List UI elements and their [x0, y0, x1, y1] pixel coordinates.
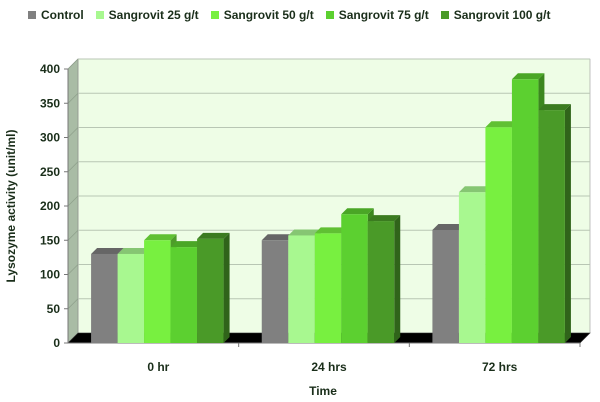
legend-item: Sangrovit 100 g/t — [440, 8, 551, 22]
gridline-side — [67, 58, 79, 70]
gridline-side — [67, 229, 79, 241]
y-tick-label: 300 — [40, 131, 60, 145]
gridline-side — [67, 195, 79, 207]
legend-item: Sangrovit 75 g/t — [325, 8, 429, 22]
legend-label: Sangrovit 75 g/t — [338, 8, 429, 22]
gridline-side — [67, 92, 79, 104]
y-tick-label: 100 — [40, 268, 60, 282]
legend-label: Sangrovit 50 g/t — [223, 8, 314, 22]
legend-swatch — [28, 11, 36, 19]
legend-swatch — [210, 11, 219, 19]
legend-swatch — [95, 11, 104, 19]
x-axis-title: Time — [309, 384, 337, 398]
y-tick-label: 0 — [53, 336, 60, 350]
gridline-side — [67, 264, 79, 275]
gridline-side — [67, 161, 79, 173]
x-category-label: 0 hr — [147, 360, 169, 374]
bar — [367, 215, 401, 343]
y-tick-label: 350 — [40, 96, 60, 110]
legend-label: Sangrovit 100 g/t — [453, 8, 551, 22]
y-tick-label: 50 — [47, 302, 61, 316]
gridline-side — [67, 127, 79, 138]
x-category-label: 72 hrs — [482, 360, 518, 374]
legend-label: Sangrovit 25 g/t — [108, 8, 199, 22]
bar — [314, 227, 348, 343]
bar — [538, 104, 571, 343]
y-tick-label: 400 — [40, 62, 60, 76]
legend-item: Sangrovit 25 g/t — [95, 8, 199, 22]
gridline-side — [67, 298, 79, 310]
legend-swatch — [440, 11, 449, 19]
legend-label: Control — [41, 8, 84, 22]
legend-item: Sangrovit 50 g/t — [210, 8, 314, 22]
y-tick-label: 250 — [40, 165, 60, 179]
chart-legend: Control Sangrovit 25 g/t Sangrovit 50 g/t S… — [28, 8, 550, 22]
bar — [197, 232, 230, 343]
y-axis-title: Lysozyme activity (unit/ml) — [4, 130, 18, 283]
legend-item: Control — [28, 8, 84, 22]
x-category-label: 24 hrs — [311, 360, 347, 374]
y-tick-label: 200 — [40, 199, 60, 213]
legend-swatch — [325, 11, 334, 19]
y-tick-label: 150 — [40, 233, 60, 247]
